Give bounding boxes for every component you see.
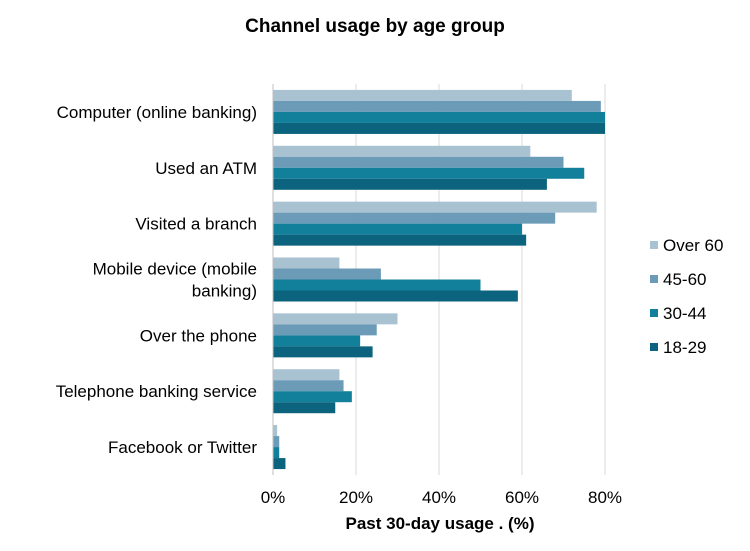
- chart-title: Channel usage by age group: [245, 16, 505, 37]
- legend-swatch: [650, 241, 658, 249]
- bar: [273, 436, 280, 448]
- bar: [273, 313, 398, 325]
- bars: [273, 89, 605, 470]
- legend-swatch: [650, 343, 658, 351]
- bar: [273, 268, 381, 280]
- bar: [273, 369, 340, 381]
- legend-label: 18-29: [663, 338, 706, 357]
- bar: [273, 100, 601, 112]
- x-axis-label: Past 30-day usage . (%): [345, 514, 535, 533]
- bar: [273, 223, 522, 235]
- legend-label: Over 60: [663, 236, 723, 255]
- bar: [273, 335, 361, 347]
- bar: [273, 167, 585, 179]
- bar: [273, 201, 597, 213]
- legend: Over 60 45-60 30-44 18-29: [650, 236, 723, 357]
- bar: [273, 89, 572, 101]
- legend-label: 30-44: [663, 304, 706, 323]
- bar: [273, 346, 373, 358]
- category-labels: Computer (online banking) Used an ATM Visi…: [56, 103, 258, 457]
- bar: [273, 290, 518, 302]
- category-label: Over the phone: [140, 326, 257, 345]
- legend-label: 45-60: [663, 270, 706, 289]
- x-tick-label: 20%: [339, 488, 373, 507]
- bar: [273, 402, 336, 414]
- bar: [273, 279, 481, 291]
- category-label: banking): [192, 282, 257, 301]
- bar: [273, 324, 377, 336]
- bar: [273, 425, 278, 437]
- category-label: Mobile device (mobile: [93, 260, 257, 279]
- bar: [273, 458, 286, 470]
- bar: [273, 178, 547, 190]
- x-tick-label: 0%: [261, 488, 286, 507]
- x-tick-label: 60%: [505, 488, 539, 507]
- bar: [273, 111, 605, 123]
- category-label: Computer (online banking): [57, 103, 257, 122]
- legend-swatch: [650, 275, 658, 283]
- category-label: Used an ATM: [155, 159, 257, 178]
- bar: [273, 391, 352, 403]
- bar: [273, 380, 344, 392]
- category-label: Facebook or Twitter: [108, 438, 257, 457]
- bar: [273, 234, 527, 246]
- x-tick-label: 80%: [588, 488, 622, 507]
- x-tick-label: 40%: [422, 488, 456, 507]
- bar: [273, 145, 531, 157]
- bar: [273, 122, 605, 134]
- bar: [273, 156, 564, 168]
- category-label: Visited a branch: [135, 215, 257, 234]
- category-label: Telephone banking service: [56, 382, 257, 401]
- x-tick-labels: 0% 20% 40% 60% 80%: [261, 488, 622, 507]
- bar: [273, 212, 556, 224]
- bar: [273, 257, 340, 269]
- bar: [273, 447, 280, 459]
- legend-swatch: [650, 309, 658, 317]
